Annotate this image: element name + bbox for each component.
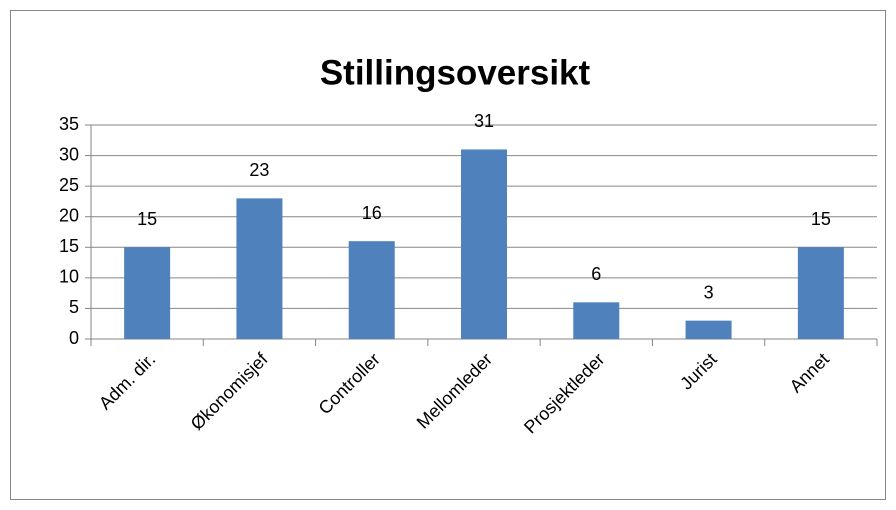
bar <box>573 302 620 339</box>
bar <box>685 320 732 339</box>
y-tick-label: 10 <box>59 267 79 287</box>
bar <box>124 247 171 339</box>
y-tick-label: 5 <box>69 297 79 317</box>
y-tick-label: 35 <box>59 114 79 134</box>
data-label: 23 <box>249 160 269 180</box>
y-tick-label: 30 <box>59 144 79 164</box>
data-label: 15 <box>137 209 157 229</box>
chart-title: Stillingsoversikt <box>320 53 591 92</box>
data-label: 16 <box>362 203 382 223</box>
data-label: 3 <box>704 282 714 302</box>
y-tick-label: 0 <box>69 328 79 348</box>
data-label: 6 <box>591 264 601 284</box>
data-label: 15 <box>811 209 831 229</box>
y-tick-label: 15 <box>59 236 79 256</box>
data-label: 31 <box>474 111 494 131</box>
bar <box>797 247 844 339</box>
y-tick-label: 25 <box>59 175 79 195</box>
bar <box>348 241 395 339</box>
bar <box>461 149 507 339</box>
y-tick-label: 20 <box>59 205 79 225</box>
bar <box>236 198 283 339</box>
